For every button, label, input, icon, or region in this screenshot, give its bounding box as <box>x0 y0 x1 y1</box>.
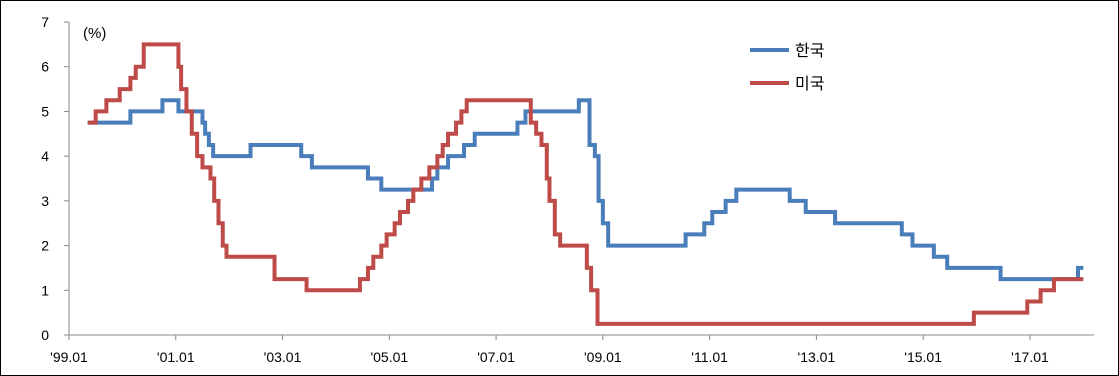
y-tick-label: 2 <box>41 238 49 254</box>
x-tick-label: '99.01 <box>50 349 88 365</box>
y-tick-label: 6 <box>41 59 49 75</box>
x-tick-label: '01.01 <box>157 349 195 365</box>
y-tick-label: 3 <box>41 193 49 209</box>
y-tick-label: 1 <box>41 282 49 298</box>
legend-label: 미국 <box>795 74 824 93</box>
series-layer <box>87 42 1084 326</box>
series-line-usa <box>87 42 1084 326</box>
x-tick-label: '17.01 <box>1011 349 1049 365</box>
x-tick-label: '15.01 <box>904 349 942 365</box>
x-tick-label: '11.01 <box>691 349 728 365</box>
unit-label: (%) <box>83 25 106 42</box>
x-tick-label: '05.01 <box>370 349 408 365</box>
y-ticks: 0 1 2 3 4 5 6 7 <box>41 14 69 343</box>
y-tick-label: 4 <box>41 148 49 164</box>
axes <box>68 22 1094 336</box>
x-ticks: '99.01 '01.01 '03.01 '05.01 '07.01 '09.01 '11.… <box>50 335 1049 365</box>
x-tick-label: '13.01 <box>798 349 836 365</box>
x-tick-label: '03.01 <box>264 349 302 365</box>
legend-label: 한국 <box>795 41 824 60</box>
y-tick-label: 5 <box>41 103 49 119</box>
y-tick-label: 0 <box>41 327 49 343</box>
x-tick-label: '07.01 <box>477 349 515 365</box>
y-tick-label: 7 <box>41 14 49 30</box>
x-tick-label: '09.01 <box>584 349 622 365</box>
series-line-korea <box>87 98 1084 282</box>
